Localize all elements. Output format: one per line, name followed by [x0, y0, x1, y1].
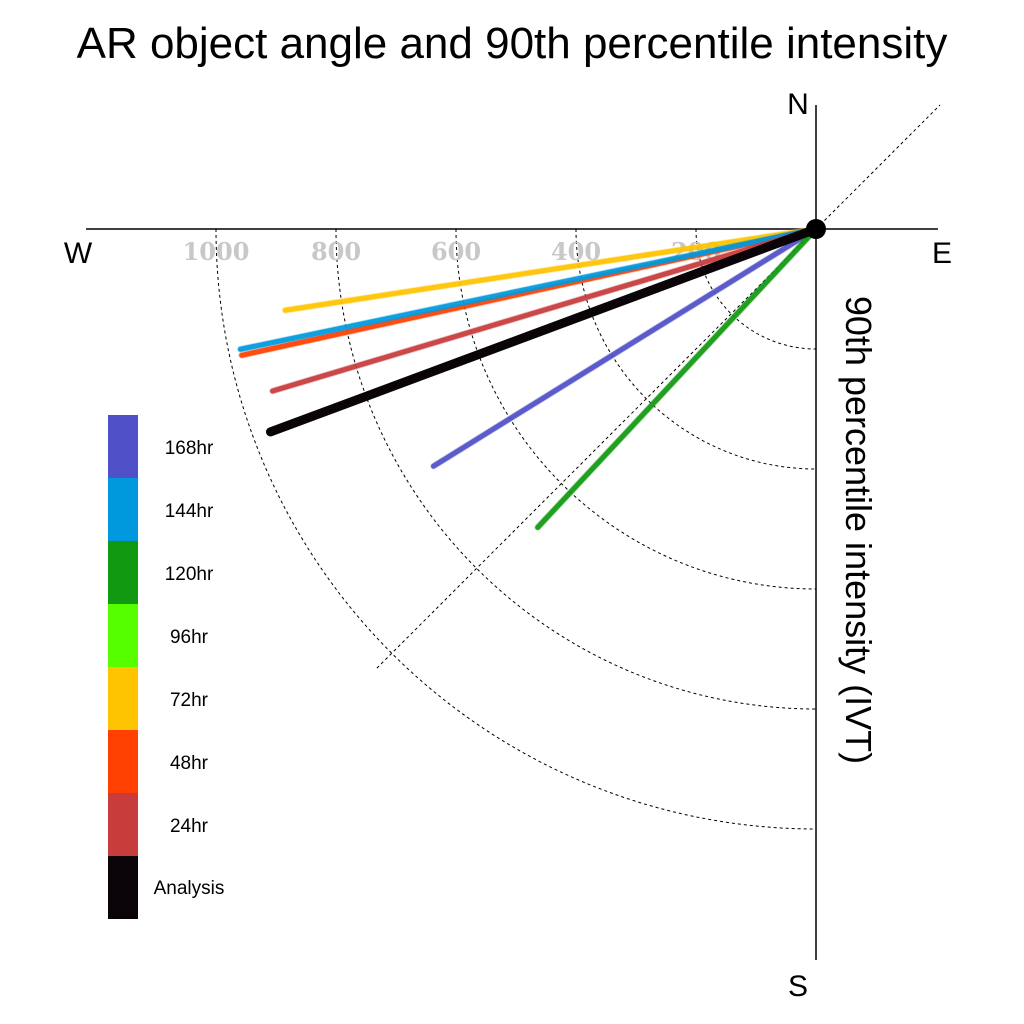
- series-line-analysis: [266, 224, 821, 437]
- east-label: E: [932, 237, 952, 270]
- radial-axis-label: 90th percentile intensity (IVT): [838, 296, 879, 764]
- legend-swatch-analysis: [108, 856, 138, 919]
- series-line-168hr: [431, 226, 819, 469]
- chart-title: AR object angle and 90th percentile inte…: [77, 19, 948, 68]
- legend-label-96hr: 96hr: [170, 627, 209, 648]
- origin-marker: [806, 219, 826, 239]
- legend-label-48hr: 48hr: [170, 753, 209, 774]
- northeast-diagonal: [815, 104, 941, 230]
- legend-swatch-144hr: [108, 478, 138, 541]
- legend-swatch-72hr: [108, 667, 138, 730]
- legend-swatch-96hr: [108, 604, 138, 667]
- legend-label-72hr: 72hr: [170, 690, 209, 711]
- legend-swatch-168hr: [108, 415, 138, 478]
- legend-label-144hr: 144hr: [165, 501, 214, 522]
- legend-label-24hr: 24hr: [170, 816, 209, 837]
- series-lines: [237, 224, 821, 531]
- legend-swatch-24hr: [108, 793, 138, 856]
- series-line-24hr: [270, 226, 819, 394]
- legend-swatch-120hr: [108, 541, 138, 604]
- legend: 168hr 144hr 120hr 96hr 72hr 48hr 24hr Analysis: [108, 415, 224, 919]
- west-label: W: [64, 237, 93, 270]
- tick-label-1000: 1000: [183, 237, 250, 266]
- series-line-144hr: [237, 226, 819, 352]
- south-label: S: [788, 970, 808, 1003]
- legend-label-120hr: 120hr: [165, 564, 214, 585]
- tick-label-600: 600: [431, 237, 481, 266]
- southwest-diagonal: [374, 228, 817, 671]
- series-line-120hr: [535, 226, 819, 530]
- legend-swatch-48hr: [108, 730, 138, 793]
- legend-label-168hr: 168hr: [165, 438, 214, 459]
- series-line-72hr: [282, 226, 819, 313]
- grid-arc-1000: [215, 228, 817, 830]
- tick-label-800: 800: [311, 237, 361, 266]
- north-label: N: [787, 88, 809, 121]
- legend-label-analysis: Analysis: [154, 878, 225, 899]
